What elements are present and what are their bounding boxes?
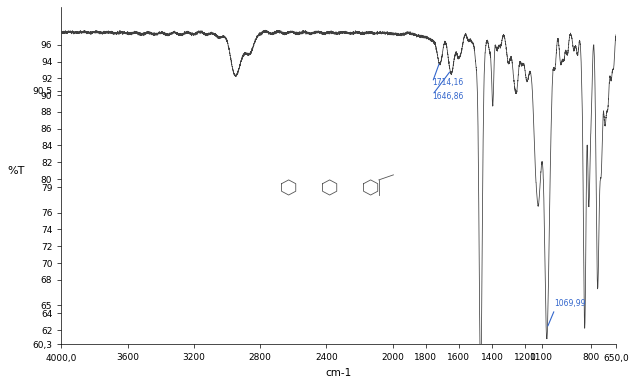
Y-axis label: %T: %T <box>7 166 24 176</box>
X-axis label: cm-1: cm-1 <box>326 368 352 378</box>
Text: 1069,99: 1069,99 <box>555 298 586 308</box>
Text: 1714,16: 1714,16 <box>432 78 463 87</box>
Text: 1646,86: 1646,86 <box>432 92 464 101</box>
